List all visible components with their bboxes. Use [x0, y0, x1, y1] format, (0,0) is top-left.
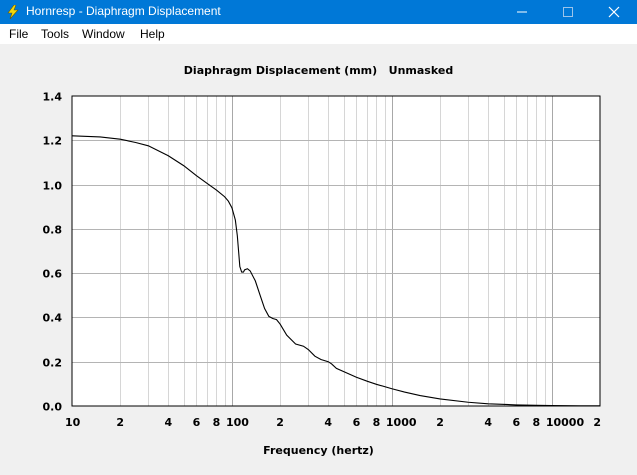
x-tick-label: 2 — [116, 416, 124, 429]
menu-window[interactable]: Window — [82, 27, 125, 41]
y-tick-label: 1.4 — [43, 91, 63, 104]
y-tick-label: 0.8 — [43, 224, 63, 237]
maximize-icon — [563, 7, 573, 17]
x-tick-label: 2 — [436, 416, 444, 429]
x-tick-label: 6 — [353, 416, 361, 429]
x-tick-label: 4 — [324, 416, 332, 429]
x-tick-label: 8 — [533, 416, 541, 429]
window-title: Hornresp - Diaphragm Displacement — [26, 4, 221, 18]
close-icon — [608, 6, 620, 18]
menu-file[interactable]: File — [9, 27, 29, 41]
menu-bar: File Tools Window Help — [0, 24, 637, 44]
x-axis-label: Frequency (hertz) — [263, 444, 374, 457]
x-tick-label: 6 — [193, 416, 201, 429]
x-tick-label: 2 — [276, 416, 284, 429]
x-tick-label: 10 — [65, 416, 81, 429]
x-tick-label: 8 — [373, 416, 381, 429]
x-tick-label: 4 — [164, 416, 172, 429]
y-tick-label: 0.6 — [43, 268, 63, 281]
x-tick-label: 10000 — [546, 416, 585, 429]
y-tick-label: 0.0 — [43, 401, 63, 414]
menu-tools[interactable]: Tools — [41, 27, 70, 41]
title-bar[interactable]: Hornresp - Diaphragm Displacement — [0, 0, 637, 24]
y-tick-label: 1.2 — [43, 135, 63, 148]
x-tick-label: 4 — [484, 416, 492, 429]
x-tick-label: 2 — [593, 416, 601, 429]
x-tick-label: 6 — [513, 416, 521, 429]
plot-area — [72, 96, 600, 406]
y-tick-label: 0.2 — [43, 357, 63, 370]
x-tick-label: 8 — [213, 416, 221, 429]
x-tick-label: 1000 — [386, 416, 417, 429]
close-button[interactable] — [591, 0, 637, 24]
y-tick-label: 0.4 — [43, 312, 63, 325]
series-line — [71, 135, 600, 407]
lightning-bolt-icon — [7, 5, 19, 19]
y-tick-label: 1.0 — [43, 180, 63, 193]
plot-frame — [71, 95, 601, 407]
menu-help[interactable]: Help — [140, 27, 165, 41]
maximize-button[interactable] — [545, 0, 591, 24]
minimize-button[interactable] — [499, 0, 545, 24]
x-tick-label: 100 — [226, 416, 249, 429]
chart-title: Diaphragm Displacement (mm) Unmasked — [183, 64, 454, 77]
minimize-icon — [517, 11, 527, 13]
